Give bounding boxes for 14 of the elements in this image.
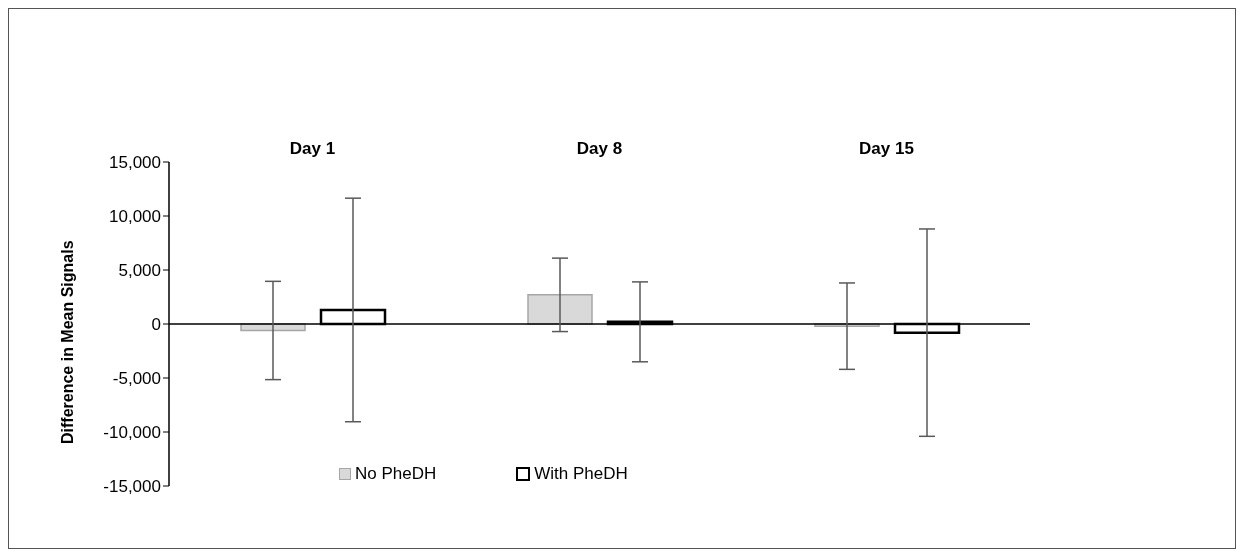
y-tick-label: -15,000 [103, 477, 161, 497]
y-tick-label: -10,000 [103, 423, 161, 443]
legend-label: With PheDH [534, 464, 628, 484]
y-tick-label: 10,000 [109, 207, 161, 227]
bar [527, 294, 593, 325]
y-tick-label: -5,000 [112, 369, 161, 389]
y-tick-label: 15,000 [109, 153, 161, 173]
x-tick-label: Day 8 [576, 139, 623, 158]
x-tick-label: Day 1 [289, 139, 336, 158]
y-tick-label: 5,000 [118, 261, 161, 281]
y-tick-label: 0 [151, 315, 161, 335]
y-axis-title: Difference in Mean Signals [58, 240, 76, 444]
legend-label: No PheDH [355, 464, 437, 484]
x-tick-label: Day 15 [859, 139, 914, 158]
